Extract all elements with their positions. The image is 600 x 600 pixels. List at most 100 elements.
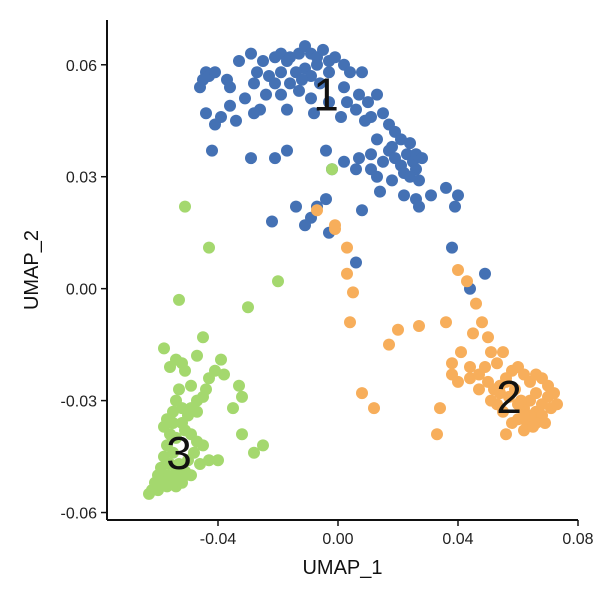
cluster-1-point (374, 185, 386, 198)
cluster-1-point (356, 204, 368, 217)
cluster-1-point (371, 170, 383, 183)
cluster-2-point (392, 323, 404, 336)
cluster-1-point (377, 155, 389, 168)
cluster-2-point (452, 375, 464, 388)
cluster-2-point (461, 275, 473, 288)
cluster-1-point (194, 81, 206, 94)
cluster-3-point (179, 200, 191, 213)
y-axis-ticks: -0.06 -0.03 0.00 0.03 0.06 (61, 58, 107, 523)
cluster-1-point (248, 107, 260, 120)
cluster-2-point (356, 387, 368, 400)
cluster-1-point (269, 152, 281, 165)
cluster-1-point (317, 43, 329, 56)
cluster-1-point (413, 174, 425, 187)
cluster-1-point (314, 77, 326, 90)
y-tick-label: -0.06 (61, 506, 98, 523)
cluster-1-point (371, 133, 383, 146)
cluster-2-point (440, 316, 452, 329)
cluster-1-point (293, 84, 305, 97)
cluster-label-3: 3 (166, 427, 192, 479)
cluster-3-point (176, 476, 188, 489)
y-tick-label: 0.00 (66, 282, 97, 299)
cluster-1-point (344, 66, 356, 79)
cluster-2-point (548, 387, 560, 400)
cluster-1-point (338, 81, 350, 94)
cluster-3-point (242, 301, 254, 314)
cluster-2-point (482, 331, 494, 344)
cluster-3-point (182, 454, 194, 467)
cluster-3-point (164, 361, 176, 373)
cluster-2-point (467, 327, 479, 340)
cluster-3-point (173, 383, 185, 396)
cluster-1-point (230, 114, 242, 127)
cluster-1-point (233, 55, 245, 67)
cluster-2-point (311, 204, 323, 217)
cluster-2-point (464, 372, 476, 385)
cluster-1-point (446, 241, 458, 254)
cluster-1-point (416, 152, 428, 165)
cluster-2-point (518, 424, 530, 437)
cluster-3-point (191, 405, 203, 418)
cluster-3-point (191, 349, 203, 362)
cluster-1-point (335, 111, 347, 123)
cluster-1-point (350, 256, 362, 269)
points-layer (143, 40, 563, 500)
cluster-1-point (386, 174, 398, 187)
cluster-2-point (368, 402, 380, 415)
cluster-1-points (194, 40, 491, 295)
cluster-1-point (395, 133, 407, 146)
y-tick-label: 0.06 (66, 58, 97, 75)
cluster-1-point (362, 96, 374, 109)
cluster-1-point (377, 107, 389, 120)
cluster-2-point (464, 361, 476, 373)
cluster-1-point (281, 103, 293, 116)
cluster-1-point (248, 77, 260, 90)
cluster-1-point (266, 215, 278, 228)
x-axis-ticks: -0.04 0.00 0.04 0.08 (200, 520, 594, 548)
cluster-3-point (236, 428, 248, 441)
x-axis-title: UMAP_1 (302, 557, 382, 579)
cluster-3-point (203, 372, 215, 385)
cluster-1-point (260, 88, 272, 101)
cluster-1-point (356, 66, 368, 79)
cluster-1-point (275, 66, 287, 79)
cluster-label-1: 1 (313, 69, 339, 121)
cluster-2-point (503, 390, 515, 403)
cluster-2-point (497, 346, 509, 359)
cluster-1-point (305, 70, 317, 82)
cluster-1-point (320, 193, 332, 206)
cluster-2-point (383, 338, 395, 351)
cluster-3-point (227, 402, 239, 415)
cluster-1-point (386, 140, 398, 153)
cluster-1-point (323, 96, 335, 109)
cluster-2-point (491, 357, 503, 370)
cluster-1-point (209, 66, 221, 79)
cluster-1-point (275, 88, 287, 101)
cluster-1-point (440, 181, 452, 194)
cluster-1-point (398, 189, 410, 202)
x-tick-label: 0.08 (562, 531, 593, 548)
cluster-3-point (272, 275, 284, 288)
y-axis-title: UMAP_2 (21, 230, 43, 310)
cluster-2-point (473, 383, 485, 396)
cluster-3-point (143, 487, 155, 500)
cluster-1-point (200, 107, 212, 120)
cluster-3-point (173, 293, 185, 306)
cluster-1-point (281, 144, 293, 157)
cluster-1-point (404, 137, 416, 150)
cluster-2-point (470, 297, 482, 310)
cluster-1-point (290, 200, 302, 213)
cluster-1-point (413, 200, 425, 213)
cluster-2-point (434, 402, 446, 415)
cluster-1-point (239, 92, 251, 105)
cluster-1-point (299, 219, 311, 232)
cluster-1-point (269, 77, 281, 90)
cluster-1-point (479, 267, 491, 280)
cluster-1-point (425, 189, 437, 202)
cluster-2-point (446, 357, 458, 370)
cluster-3-point (326, 163, 338, 176)
cluster-1-point (206, 144, 218, 157)
cluster-2-point (485, 346, 497, 359)
cluster-1-point (245, 152, 257, 165)
